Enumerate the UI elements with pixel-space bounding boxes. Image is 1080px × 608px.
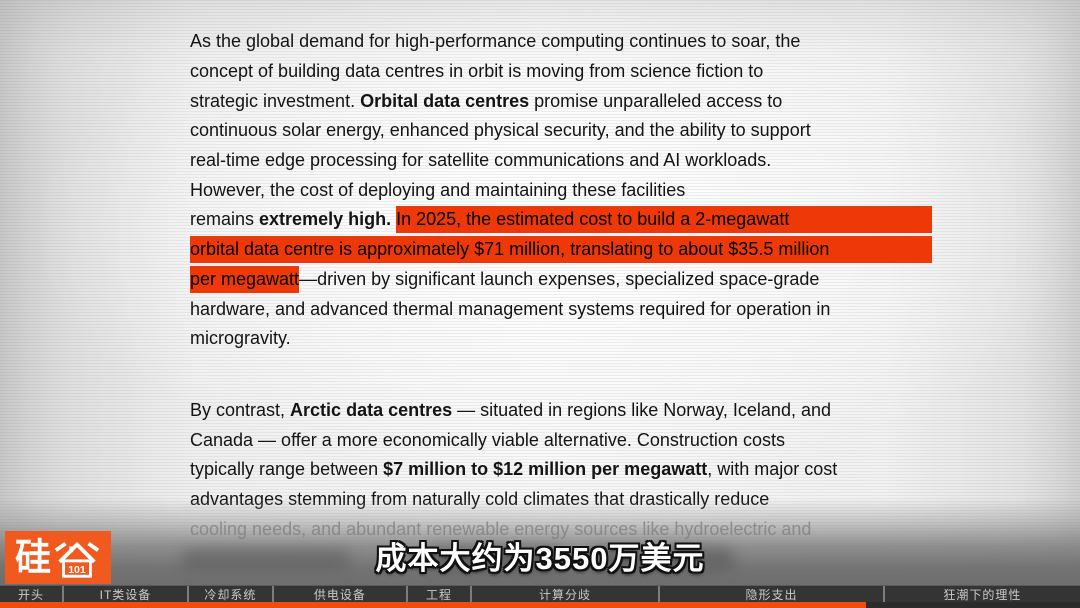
progress-fill bbox=[0, 602, 867, 608]
body-text: concept of building data centres in orbi… bbox=[190, 61, 764, 82]
chapter-list: 开头 IT类设备 冷却系统 供电设备 工程 计算分歧 隐形支出 狂潮下的理性 bbox=[0, 586, 1080, 602]
body-text: promise unparalleled access to bbox=[529, 90, 783, 111]
channel-logo-sv101: 硅 101 bbox=[5, 531, 111, 584]
body-text: real-time edge processing for satellite … bbox=[190, 150, 772, 171]
text-line: By contrast, Arctic data centres — situa… bbox=[190, 396, 932, 426]
chapter-item-3[interactable]: 冷却系统 bbox=[186, 586, 272, 602]
chapter-label: 供电设备 bbox=[313, 587, 366, 602]
chapter-label: 冷却系统 bbox=[204, 587, 257, 602]
body-text: Canada — offer a more economically viabl… bbox=[190, 429, 785, 450]
text-line: continuous solar energy, enhanced physic… bbox=[190, 116, 932, 146]
body-text: extremely high. bbox=[259, 209, 392, 230]
body-text: strategic investment. bbox=[190, 90, 361, 111]
body-text: hardware, and advanced thermal managemen… bbox=[190, 298, 831, 319]
svg-text:101: 101 bbox=[68, 563, 86, 575]
chapter-item-1[interactable]: 开头 bbox=[0, 586, 62, 602]
body-text: As the global demand for high-performanc… bbox=[190, 31, 801, 52]
blurred-text-smudge bbox=[430, 547, 562, 569]
text-line: concept of building data centres in orbi… bbox=[190, 57, 932, 87]
text-line: per megawatt —driven by significant launc… bbox=[190, 265, 932, 295]
chapter-item-4[interactable]: 供电设备 bbox=[271, 586, 406, 602]
chapter-label: 开头 bbox=[17, 587, 44, 602]
text-line: strategic investment. Orbital data centr… bbox=[190, 86, 932, 116]
body-text: microgravity. bbox=[190, 328, 291, 349]
body-text: remains bbox=[190, 209, 260, 230]
text-line: hardware, and advanced thermal managemen… bbox=[190, 294, 932, 324]
chapter-item-7[interactable]: 隐形支出 bbox=[657, 586, 883, 602]
body-text: Orbital data centres bbox=[360, 90, 530, 111]
chapter-item-8[interactable]: 狂潮下的理性 bbox=[882, 586, 1080, 602]
text-line: typically range between $7 million to $1… bbox=[190, 455, 932, 485]
bottom-fade-band bbox=[0, 498, 1080, 585]
chapter-label: IT类设备 bbox=[99, 587, 152, 602]
chapter-item-5[interactable]: 工程 bbox=[405, 586, 470, 602]
chapter-item-6[interactable]: 计算分歧 bbox=[469, 586, 658, 602]
chapter-label: 工程 bbox=[425, 587, 452, 602]
progress-bar[interactable] bbox=[0, 602, 1080, 608]
chapter-label: 隐形支出 bbox=[745, 587, 798, 602]
chapter-item-2[interactable]: IT类设备 bbox=[61, 586, 187, 602]
chapter-label: 计算分歧 bbox=[538, 587, 591, 602]
paragraph: As the global demand for high-performanc… bbox=[190, 27, 932, 354]
text-line: real-time edge processing for satellite … bbox=[190, 146, 932, 176]
body-text: — situated in regions like Norway, Icela… bbox=[452, 399, 831, 420]
body-text: , with major cost bbox=[707, 459, 838, 480]
text-line: However, the cost of deploying and maint… bbox=[190, 175, 932, 205]
chapter-label: 狂潮下的理性 bbox=[943, 587, 1022, 602]
text-line: Canada — offer a more economically viabl… bbox=[190, 425, 932, 455]
body-text: However, the cost of deploying and maint… bbox=[190, 179, 686, 200]
subtitle-caption: 成本大约为3550万美元 bbox=[375, 541, 705, 576]
text-line: microgravity. bbox=[190, 324, 932, 354]
text-line: As the global demand for high-performanc… bbox=[190, 27, 932, 57]
text-line: orbital data centre is approximately $71… bbox=[190, 235, 932, 265]
body-text: Arctic data centres bbox=[290, 399, 453, 420]
body-text: continuous solar energy, enhanced physic… bbox=[190, 120, 811, 141]
body-text: By contrast, bbox=[190, 399, 291, 420]
document-text: As the global demand for high-performanc… bbox=[190, 27, 932, 544]
body-text: $7 million to $12 million per megawatt bbox=[383, 459, 708, 480]
body-text: typically range between bbox=[190, 459, 384, 480]
highlighted-text: In 2025, the estimated cost to build a 2… bbox=[396, 206, 932, 234]
house-101-icon: 101 bbox=[54, 541, 100, 578]
highlighted-text: per megawatt bbox=[190, 265, 300, 293]
body-text: —driven by significant launch expenses, … bbox=[299, 268, 820, 289]
highlighted-text: orbital data centre is approximately $71… bbox=[190, 236, 932, 264]
blurred-text-smudge bbox=[182, 549, 350, 568]
text-line: remains extremely high. In 2025, the est… bbox=[190, 205, 932, 235]
logo-char: 硅 bbox=[14, 535, 51, 579]
chapter-bar: 开头 IT类设备 冷却系统 供电设备 工程 计算分歧 隐形支出 狂潮下的理性 bbox=[0, 585, 1080, 608]
blurred-text-smudge bbox=[592, 547, 734, 569]
